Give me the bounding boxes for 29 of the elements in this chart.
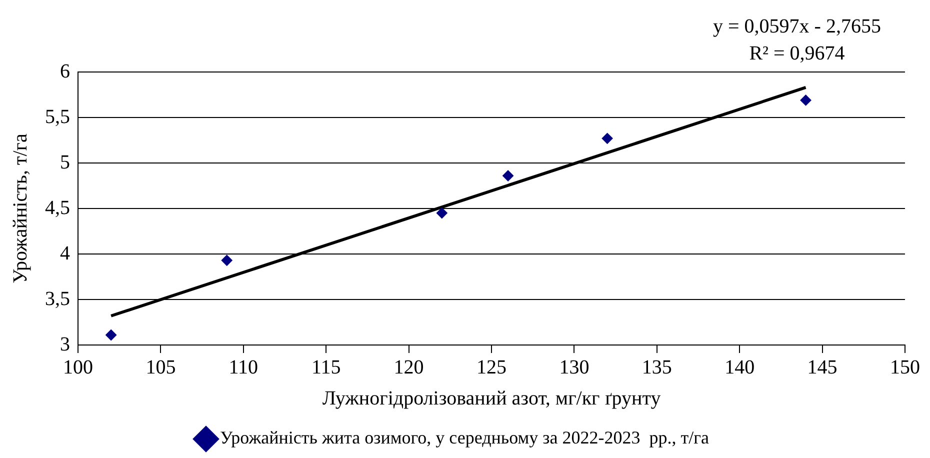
y-tick-label: 6	[60, 60, 70, 82]
x-tick-label: 120	[394, 356, 424, 378]
point	[436, 208, 448, 219]
x-tick-label: 135	[642, 356, 672, 378]
y-axis-title: Урожайність, т/га	[9, 134, 32, 284]
x-tick-label: 140	[724, 356, 755, 378]
text: R² = 0,9674	[749, 42, 845, 64]
y-tick-label: 5,5	[45, 106, 70, 128]
x-tick-label: 145	[807, 356, 838, 378]
x-tick-label: 130	[559, 356, 590, 378]
point	[106, 329, 117, 340]
x-tick-label: 100	[63, 356, 93, 378]
x-tick-label: 150	[890, 356, 920, 378]
x-tick-label: 105	[146, 356, 176, 378]
x-tick-label: 125	[476, 356, 506, 378]
legend-label: Урожайність жита озимого, у середньому за 2022-2023 рр., т/га	[220, 428, 710, 448]
point	[502, 170, 514, 182]
y-tick-label: 4	[60, 242, 70, 264]
y-tick-label: 5	[60, 151, 70, 174]
point	[221, 254, 232, 266]
point	[602, 132, 613, 144]
x-tick-label: 110	[228, 356, 258, 378]
point	[800, 94, 812, 106]
y-tick-label: 4,5	[45, 196, 70, 219]
x-axis-title: Лужногідролізований азот, мг/кг ґрунту	[322, 387, 661, 410]
text: y = 0,0597x - 2,7655	[713, 15, 881, 38]
x-tick-label: 115	[311, 356, 341, 378]
y-tick-label: 3	[60, 333, 70, 356]
y-tick-label: 3,5	[45, 288, 70, 310]
